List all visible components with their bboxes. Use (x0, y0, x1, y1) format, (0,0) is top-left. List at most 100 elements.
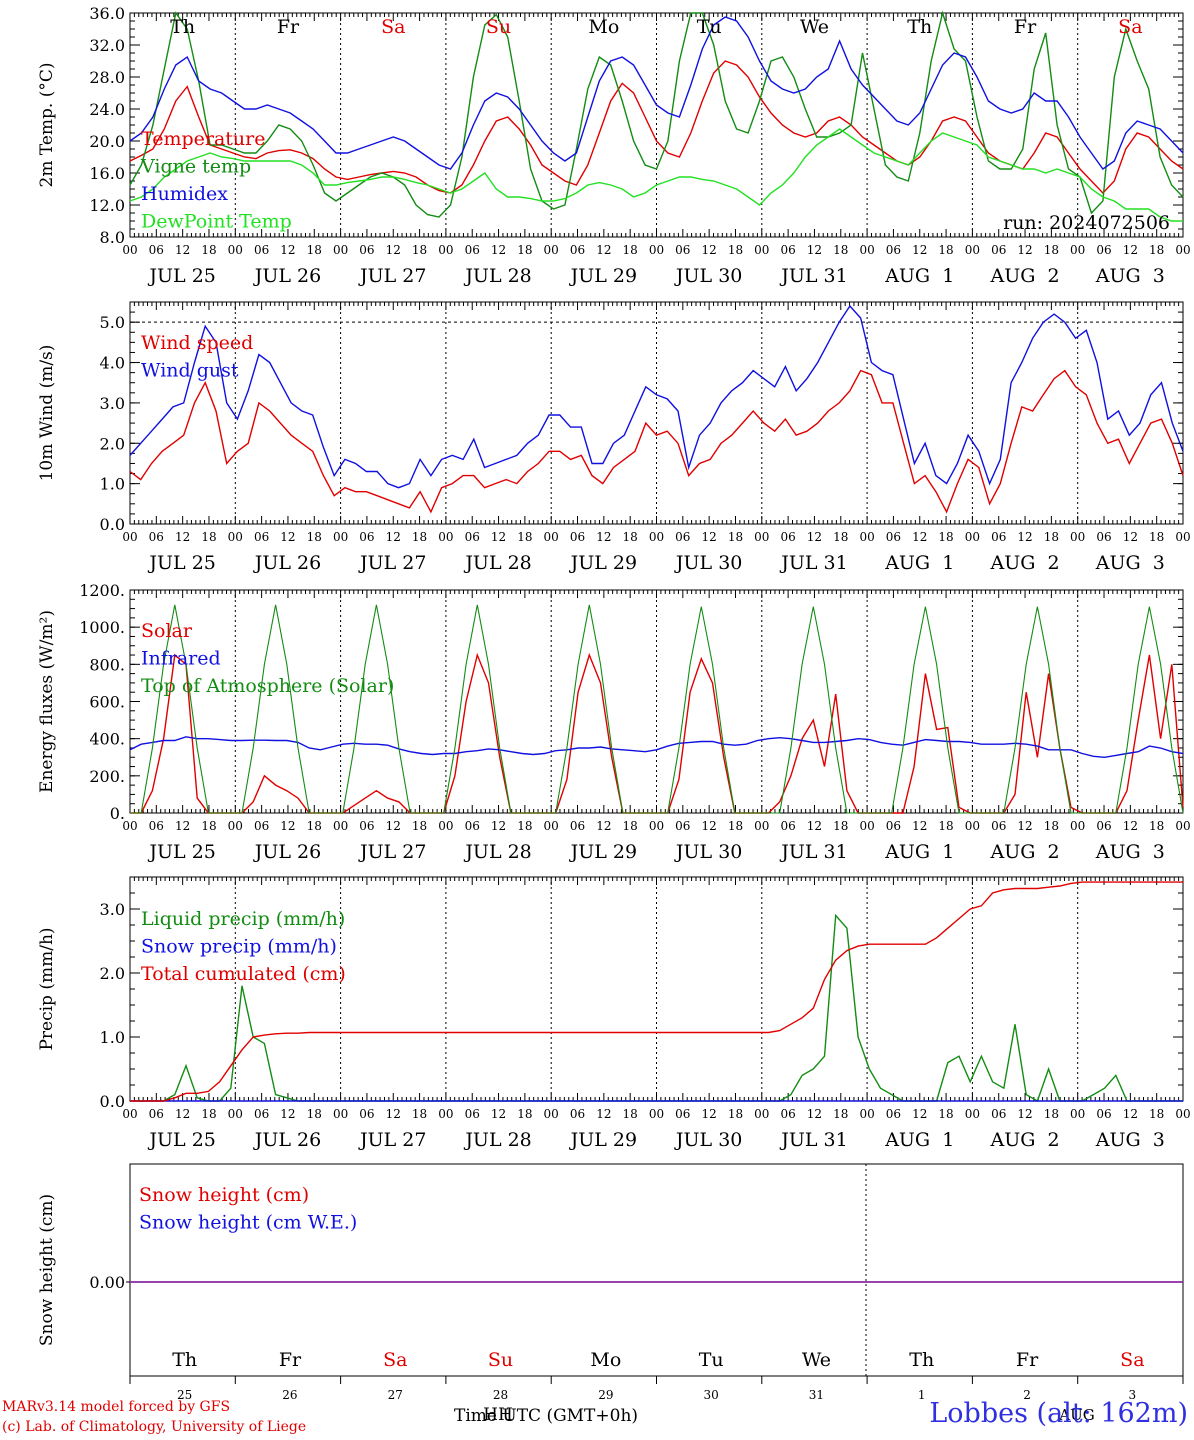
hour-tick-label: 00 (228, 819, 243, 833)
hour-tick-label: 12 (1017, 530, 1032, 544)
hour-tick-label: 06 (254, 243, 269, 257)
hour-tick-label: 06 (359, 819, 374, 833)
day-label: Sa (381, 16, 405, 38)
date-label: JUL 26 (253, 265, 321, 287)
hour-tick-label: 18 (728, 530, 743, 544)
hour-tick-label: 12 (807, 1107, 822, 1121)
date-label: JUL 25 (147, 552, 215, 574)
series-line-top-of-atmosphere-solar (130, 604, 1184, 814)
y-axis-title: 10m Wind (m/s) (37, 345, 57, 482)
hour-tick-label: 18 (623, 819, 638, 833)
legend-entry: Vigne temp (140, 156, 251, 178)
hour-tick-label: 06 (465, 819, 480, 833)
hour-tick-label: 06 (465, 1107, 480, 1121)
date-label: JUL 25 (147, 265, 215, 287)
hour-tick-label: 18 (833, 243, 848, 257)
y-tick-label: 3.0 (100, 394, 125, 413)
hour-tick-label: 06 (570, 243, 585, 257)
hour-tick-label: 18 (201, 1107, 216, 1121)
hour-tick-label: 18 (938, 819, 953, 833)
day-label: Th (907, 16, 932, 38)
hour-tick-label: 12 (280, 530, 295, 544)
hour-tick-label: 06 (359, 1107, 374, 1121)
hour-tick-label: 12 (1123, 530, 1138, 544)
hour-tick-label: 00 (333, 1107, 348, 1121)
hour-tick-label: 00 (544, 530, 559, 544)
hour-tick-label: 12 (280, 243, 295, 257)
day-number: 29 (598, 1388, 613, 1402)
y-tick-label: 28.0 (89, 68, 125, 87)
day-label: Th (909, 1349, 934, 1371)
hour-tick-label: 00 (333, 530, 348, 544)
hour-tick-label: 00 (1175, 819, 1190, 833)
hour-tick-label: 00 (965, 819, 980, 833)
hour-tick-label: 06 (675, 819, 690, 833)
day-number: 25 (177, 1388, 192, 1402)
hour-tick-label: 18 (307, 530, 322, 544)
hour-tick-label: 18 (1149, 1107, 1164, 1121)
legend-entry: DewPoint Temp (141, 211, 292, 233)
day-number: 3 (1129, 1388, 1137, 1402)
day-label: Sa (1120, 1349, 1144, 1371)
hour-tick-label: 12 (491, 243, 506, 257)
day-label: Fr (277, 16, 300, 38)
hour-tick-label: 00 (1070, 1107, 1085, 1121)
hour-tick-label: 06 (991, 1107, 1006, 1121)
hour-tick-label: 00 (859, 530, 874, 544)
legend-entry: Snow height (cm) (139, 1184, 309, 1206)
date-label: AUG 1 (884, 841, 954, 863)
hour-tick-label: 12 (912, 1107, 927, 1121)
hour-tick-label: 12 (912, 819, 927, 833)
y-tick-label: 2.0 (100, 434, 125, 453)
hour-tick-label: 12 (175, 243, 190, 257)
hour-tick-label: 12 (702, 1107, 717, 1121)
hour-tick-label: 00 (438, 1107, 453, 1121)
date-label: AUG 1 (884, 552, 954, 574)
hour-tick-label: 12 (912, 530, 927, 544)
legend-entry: Solar (141, 620, 193, 642)
hour-tick-label: 06 (1096, 1107, 1111, 1121)
hour-tick-label: 00 (1070, 243, 1085, 257)
hour-tick-label: 06 (991, 819, 1006, 833)
legend-entry: Temperature (141, 128, 265, 150)
hour-tick-label: 06 (991, 530, 1006, 544)
hour-tick-label: 12 (491, 1107, 506, 1121)
hour-tick-label: 06 (570, 1107, 585, 1121)
date-label: JUL 29 (569, 1129, 637, 1151)
hour-tick-label: 12 (175, 819, 190, 833)
y-tick-label: 1200. (79, 581, 125, 600)
hour-tick-label: 12 (596, 819, 611, 833)
y-tick-label: 32.0 (89, 36, 125, 55)
hour-tick-label: 12 (807, 243, 822, 257)
hour-tick-label: 06 (780, 819, 795, 833)
hour-tick-label: 00 (1070, 530, 1085, 544)
date-label: JUL 26 (253, 552, 321, 574)
legend-entry: Total cumulated (cm) (141, 963, 346, 985)
hour-tick-label: 12 (702, 819, 717, 833)
hour-tick-label: 00 (649, 530, 664, 544)
hour-tick-label: 12 (596, 1107, 611, 1121)
panel-1: 00 06 12 18 JUL 25 00 06 12 18 JUL 26 00 06 12 18 JUL … (37, 4, 1191, 287)
legend-entry: Infrared (141, 648, 221, 670)
date-label: JUL 29 (569, 841, 637, 863)
hour-tick-label: 00 (544, 1107, 559, 1121)
hour-tick-label: 00 (122, 243, 137, 257)
date-label: AUG 3 (1095, 841, 1165, 863)
hour-tick-label: 12 (1123, 1107, 1138, 1121)
date-label: JUL 26 (253, 1129, 321, 1151)
hour-tick-label: 12 (1017, 819, 1032, 833)
series-line-total-cumulated-cm (130, 881, 1183, 1102)
y-tick-label: 600. (89, 693, 125, 712)
y-axis-title: 2m Temp. (°C) (37, 62, 57, 187)
hour-tick-label: 00 (754, 243, 769, 257)
month-label: AUG (1058, 1406, 1094, 1424)
hour-tick-label: 00 (228, 243, 243, 257)
hour-tick-label: 12 (702, 243, 717, 257)
y-tick-label: 16.0 (89, 164, 125, 183)
hour-tick-label: 00 (754, 819, 769, 833)
hour-tick-label: 18 (1149, 530, 1164, 544)
hour-tick-label: 00 (122, 530, 137, 544)
hour-tick-label: 12 (491, 530, 506, 544)
hour-tick-label: 18 (412, 243, 427, 257)
